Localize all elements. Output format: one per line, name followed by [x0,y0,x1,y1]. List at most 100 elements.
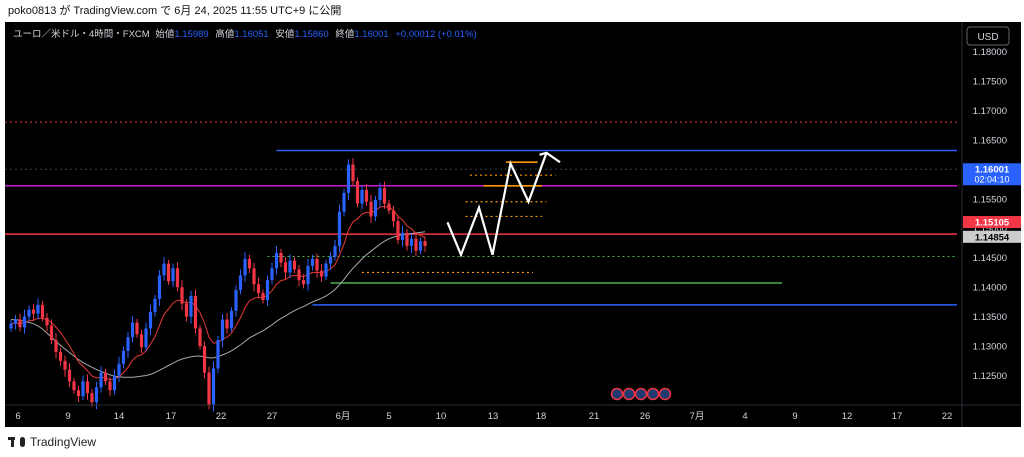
y-tick-label: 1.13000 [973,342,1007,353]
candle-body [265,280,270,301]
x-tick-label: 12 [842,411,853,422]
event-flag-icon[interactable] [622,387,636,401]
candle-body [58,351,63,361]
event-flag-icon[interactable] [610,387,624,401]
candle-body [121,350,126,364]
candle-body [238,275,243,291]
candle-body [117,363,121,376]
candle-body [31,309,36,314]
event-flag-icon[interactable] [646,387,660,401]
candle-body [99,372,103,388]
candle-body [85,381,90,394]
x-tick-label: 6月 [336,411,351,422]
chart-panel[interactable]: ユーロ／米ドル・4時間・FXCM 始値1.15989 高値1.16051 安値1… [5,22,1021,427]
candle-body [409,238,414,246]
x-tick-label: 13 [488,411,499,422]
candle-body [216,340,220,369]
candle-body [301,280,306,285]
candle-body [270,268,274,281]
price-tag-label: 1.15105 [975,218,1010,229]
candle-body [184,303,189,317]
candle-body [324,263,328,277]
candle-body [328,256,333,264]
candle-body [54,340,58,352]
currency-label[interactable]: USD [977,32,998,43]
candles [9,158,427,412]
candle-body [49,325,54,341]
candle-body [292,260,297,270]
candle-body [234,290,238,311]
candle-body [225,319,229,329]
candle-body [252,268,256,285]
candle-body [175,268,180,288]
candle-body [63,360,67,370]
legend-open: 1.15989 [174,29,208,40]
candle-body [387,203,391,211]
price-chart[interactable]: ユーロ／米ドル・4時間・FXCM 始値1.15989 高値1.16051 安値1… [5,22,1021,427]
horizontal-lines [5,121,957,306]
candle-body [207,372,211,405]
candle-body [198,328,202,347]
candle-body [418,241,423,251]
candle-body [40,304,45,318]
target-levels [362,161,556,274]
x-tick-label: 27 [267,411,278,422]
price-tag [963,163,1021,186]
event-flag-icon[interactable] [634,387,648,401]
candle-body [319,270,324,277]
legend-close: 1.16001 [354,29,388,40]
candle-body [81,381,85,397]
candle-body [279,252,283,263]
candle-body [274,252,279,269]
price-tag-label: 1.14854 [975,232,1010,243]
candle-body [157,275,162,299]
economic-events[interactable] [610,387,672,401]
event-flag-icon[interactable] [658,387,672,401]
x-tick-label: 7月 [690,411,705,422]
candle-body [373,199,378,217]
price-axis: 1.12500 1.13000 1.13500 1.14000 1.14500 1.150… [973,47,1007,382]
candle-body [108,381,112,391]
candle-body [337,211,342,246]
y-tick-label: 1.13500 [973,312,1007,323]
x-tick-label: 18 [536,411,547,422]
candle-body [391,210,396,222]
candle-body [400,232,405,241]
projection-line [446,152,548,258]
legend-high: 1.16051 [234,29,268,40]
candle-body [94,387,99,403]
candle-body [67,369,72,382]
candle-body [414,238,418,251]
x-tick-label: 22 [942,411,953,422]
candle-body [310,258,315,266]
x-tick-label: 10 [436,411,447,422]
y-tick-label: 1.12500 [973,371,1007,382]
candle-body [171,268,175,282]
candle-body [211,368,216,405]
y-tick-label: 1.16500 [973,135,1007,146]
candle-body [342,192,346,212]
candle-body [166,263,171,282]
y-tick-label: 1.14500 [973,253,1007,264]
publish-info: poko0813 が TradingView.com で 6月 24, 2025… [8,5,342,17]
y-tick-label: 1.15000 [973,224,1007,235]
candle-body [13,319,18,324]
candle-body [256,284,261,294]
x-tick-label: 5 [386,411,391,422]
x-tick-label: 6 [15,411,20,422]
tradingview-logo-icon [8,437,26,447]
candle-body [193,295,198,329]
x-tick-label: 17 [892,411,903,422]
candle-body [351,164,355,182]
candle-body [18,319,22,328]
candle-body [346,164,351,193]
y-tick-label: 1.18000 [973,47,1007,58]
candle-body [9,323,13,329]
x-tick-label: 14 [114,411,125,422]
candle-body [90,393,94,403]
candle-body [360,189,364,204]
currency-button[interactable] [966,26,1010,46]
candle-body [27,309,31,317]
candle-body [72,381,76,391]
